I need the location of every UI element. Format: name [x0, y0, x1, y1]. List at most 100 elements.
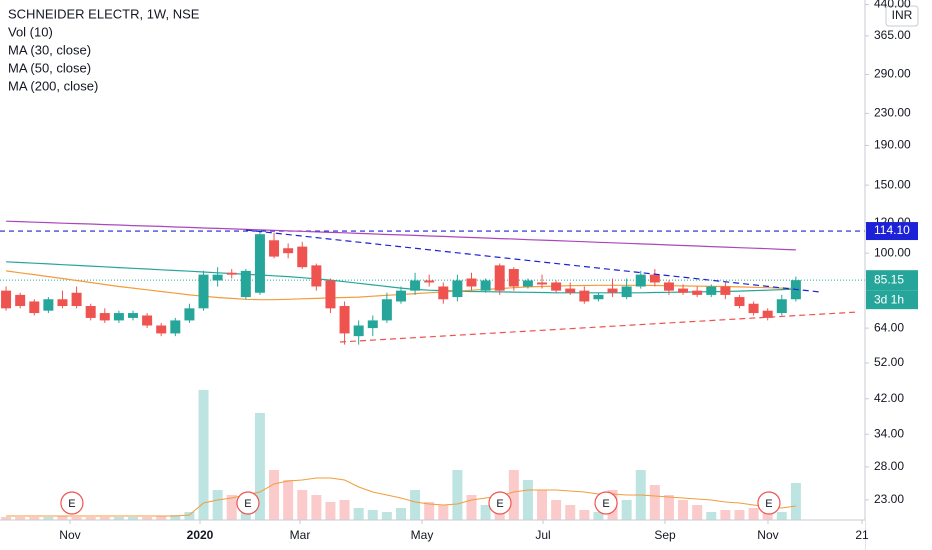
currency-box[interactable] [885, 5, 919, 27]
volume-bar [71, 517, 82, 520]
y-tick-label: 365.00 [874, 28, 911, 42]
volume-bar [85, 517, 96, 520]
volume-bar [226, 495, 237, 520]
candle-body [142, 315, 153, 326]
earnings-marker[interactable] [236, 491, 260, 515]
candle-body [452, 280, 463, 298]
level-label: 114.10 [874, 223, 910, 237]
candle-body [424, 280, 435, 283]
volume-bar [142, 517, 153, 520]
volume-bar [339, 500, 350, 520]
volume-bar [522, 480, 533, 520]
candle-body [43, 299, 54, 311]
candle-body [184, 308, 195, 321]
y-tick-label: 64.00 [874, 320, 904, 334]
volume-bar [198, 390, 209, 520]
candle-body [579, 290, 590, 302]
candle-body [762, 310, 773, 318]
volume-bar [184, 512, 195, 520]
candle-body [381, 299, 392, 321]
trend-line [245, 229, 821, 293]
volume-bar [381, 512, 392, 520]
earnings-marker[interactable] [594, 491, 618, 515]
candle-body [113, 313, 124, 321]
candle-body [466, 278, 477, 287]
candle-body [170, 320, 181, 334]
x-tick-label: Nov [757, 528, 778, 542]
candle-body [522, 280, 533, 287]
volume-bar [565, 505, 576, 520]
candle-body [734, 297, 745, 307]
candle-body [198, 274, 209, 309]
volume-bar [706, 512, 717, 520]
volume-bar [297, 490, 308, 520]
chart-title: SCHNEIDER ELECTR, 1W, NSE [8, 6, 200, 21]
candle-body [57, 299, 68, 307]
volume-bar [43, 517, 54, 520]
time-axis [0, 520, 865, 550]
candle-body [254, 234, 265, 293]
earnings-label: E [244, 498, 251, 510]
candle-body [635, 274, 646, 287]
volume-bar [212, 490, 223, 520]
earnings-marker[interactable] [60, 491, 84, 515]
candle-body [29, 301, 40, 314]
candle-body [649, 274, 660, 283]
candle-body [438, 286, 449, 300]
candle-body [212, 274, 223, 281]
candle-body [565, 288, 576, 293]
y-tick-label: 230.00 [874, 106, 911, 120]
volume-bar [325, 502, 336, 520]
earnings-marker[interactable] [488, 491, 512, 515]
y-tick-label: 42.00 [874, 391, 904, 405]
volume-bar [395, 508, 406, 520]
countdown-box [866, 290, 918, 310]
volume-bar [537, 490, 548, 520]
volume-bar [113, 517, 124, 520]
countdown-label: 3d 1h [874, 292, 904, 306]
volume-bar [57, 516, 68, 520]
candle-body [269, 240, 280, 257]
x-tick-label: Mar [290, 528, 311, 542]
volume-bar [283, 480, 294, 520]
volume-bar [579, 510, 590, 520]
candle-body [311, 265, 322, 287]
legend-entry: Vol (10) [8, 24, 53, 39]
volume-bar [424, 502, 435, 520]
volume-bar [508, 470, 519, 520]
candle-body [410, 280, 421, 291]
candle-body [720, 286, 731, 295]
volume-bar [156, 516, 167, 520]
legend-entry: MA (30, close) [8, 42, 91, 57]
candle-body [71, 292, 82, 307]
volume-bar [99, 517, 110, 520]
volume-bar [790, 483, 801, 520]
y-tick-label: 190.00 [874, 138, 911, 152]
y-tick-label: 28.00 [874, 459, 904, 473]
candle-body [85, 306, 96, 318]
earnings-marker[interactable] [757, 491, 781, 515]
volume-bar [311, 495, 322, 520]
x-tick-label: May [411, 528, 434, 542]
volume-bar [720, 510, 731, 520]
candle-body [367, 320, 378, 329]
earnings-label: E [496, 498, 503, 510]
volume-bar [692, 505, 703, 520]
candle-body [325, 280, 336, 309]
legend-entry: MA (200, close) [8, 78, 98, 93]
x-tick-label: Sep [654, 528, 676, 542]
candle-body [537, 282, 548, 285]
volume-bar [15, 517, 26, 520]
volume-bar [466, 495, 477, 520]
level-label-box [866, 222, 918, 241]
last-price-box [866, 270, 918, 291]
candle-body [748, 303, 759, 314]
volume-bar [367, 510, 378, 520]
volume-bar [776, 512, 787, 520]
candle-body [494, 265, 505, 291]
volume-bar [762, 510, 773, 520]
currency[interactable]: INR [892, 8, 913, 22]
candle-body [607, 288, 618, 293]
y-tick-label: 290.00 [874, 67, 911, 81]
